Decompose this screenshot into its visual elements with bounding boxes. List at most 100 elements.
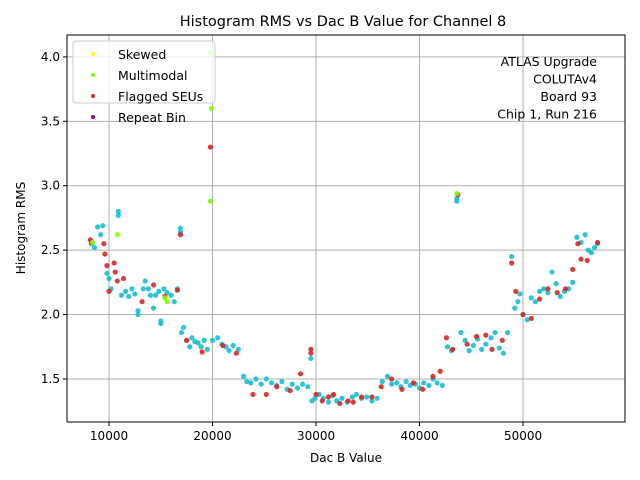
data-point xyxy=(513,288,519,294)
data-point xyxy=(287,387,293,394)
annotation-line: Chip 1, Run 216 xyxy=(497,107,597,122)
data-point xyxy=(220,342,226,349)
data-point xyxy=(464,341,470,347)
data-point xyxy=(517,291,523,297)
x-axis-label: Dac B Value xyxy=(310,451,382,465)
data-point xyxy=(308,355,314,361)
data-point xyxy=(244,378,250,385)
data-point xyxy=(89,239,96,246)
data-point xyxy=(139,299,145,305)
data-point xyxy=(104,263,110,269)
data-point xyxy=(150,282,157,288)
data-point xyxy=(114,232,120,238)
data-point xyxy=(171,299,177,305)
data-point xyxy=(388,381,395,387)
data-point xyxy=(112,269,118,275)
legend-box xyxy=(72,40,216,104)
data-point xyxy=(158,320,164,327)
data-point xyxy=(479,346,485,352)
data-point xyxy=(118,292,125,298)
data-point xyxy=(129,286,135,292)
grid-lines xyxy=(67,35,625,422)
data-point xyxy=(450,346,456,352)
data-point xyxy=(588,250,594,256)
data-point xyxy=(331,391,337,398)
data-point xyxy=(135,308,141,314)
data-point xyxy=(161,286,167,292)
data-point xyxy=(250,391,256,398)
data-point xyxy=(570,266,576,273)
data-point xyxy=(454,190,460,197)
data-point xyxy=(177,232,184,238)
y-tick-label: 2.5 xyxy=(41,243,60,257)
chart-title: Histogram RMS vs Dac B Value for Channel… xyxy=(180,14,507,30)
y-tick-label: 3.5 xyxy=(41,114,60,128)
data-point xyxy=(164,299,170,305)
annotation-line: COLUTAv4 xyxy=(533,72,597,87)
legend-label: Multimodal xyxy=(118,68,187,83)
data-point xyxy=(437,368,443,374)
series-flagged-seus xyxy=(87,144,601,407)
data-point xyxy=(384,373,391,379)
data-point xyxy=(488,335,494,341)
data-point xyxy=(489,346,495,352)
data-point xyxy=(483,341,489,347)
data-point xyxy=(189,335,195,341)
data-point xyxy=(180,324,187,331)
y-tick-label: 3.0 xyxy=(41,179,60,193)
data-point xyxy=(554,290,560,296)
data-point xyxy=(233,350,239,356)
data-point xyxy=(570,279,576,285)
data-point xyxy=(483,332,489,338)
data-point xyxy=(430,373,436,379)
data-point xyxy=(545,290,551,296)
data-point xyxy=(410,380,416,386)
data-point xyxy=(258,381,264,387)
data-point xyxy=(462,337,468,343)
data-point xyxy=(204,346,210,352)
data-point xyxy=(111,260,117,266)
data-point xyxy=(208,105,215,112)
data-point xyxy=(528,295,534,301)
legend-marker xyxy=(91,73,95,77)
data-point xyxy=(114,278,120,284)
data-point xyxy=(575,241,581,247)
data-point xyxy=(299,381,306,387)
data-point xyxy=(553,281,559,287)
data-point xyxy=(549,269,555,275)
data-point xyxy=(458,329,464,336)
data-point xyxy=(305,384,311,390)
x-tick-label: 50000 xyxy=(504,429,542,443)
data-point xyxy=(95,224,101,230)
data-point xyxy=(289,381,295,387)
data-point xyxy=(545,286,551,292)
data-point xyxy=(388,376,395,382)
data-point xyxy=(135,311,141,318)
y-tick-label: 2.0 xyxy=(41,308,60,322)
data-point xyxy=(537,288,543,294)
data-point xyxy=(201,337,207,343)
data-point xyxy=(297,371,304,377)
data-point xyxy=(594,239,601,246)
data-point xyxy=(153,292,159,298)
y-tick-label: 1.5 xyxy=(41,372,60,386)
data-point xyxy=(557,293,563,300)
y-tick-label: 4.0 xyxy=(41,50,60,64)
data-point xyxy=(115,208,121,215)
data-point xyxy=(496,345,502,351)
data-point xyxy=(126,293,132,300)
data-point xyxy=(582,232,588,238)
data-point xyxy=(168,292,174,298)
data-point xyxy=(207,198,214,204)
data-point xyxy=(156,288,162,294)
legend: Skewed Multimodal Flagged SEUs Repeat Bin xyxy=(72,40,216,125)
data-point xyxy=(369,398,375,404)
data-point xyxy=(226,348,232,354)
data-point xyxy=(178,329,185,336)
data-point xyxy=(499,337,505,343)
data-point xyxy=(394,380,400,386)
data-point xyxy=(339,395,345,401)
data-point xyxy=(325,394,332,400)
data-point xyxy=(120,275,127,282)
